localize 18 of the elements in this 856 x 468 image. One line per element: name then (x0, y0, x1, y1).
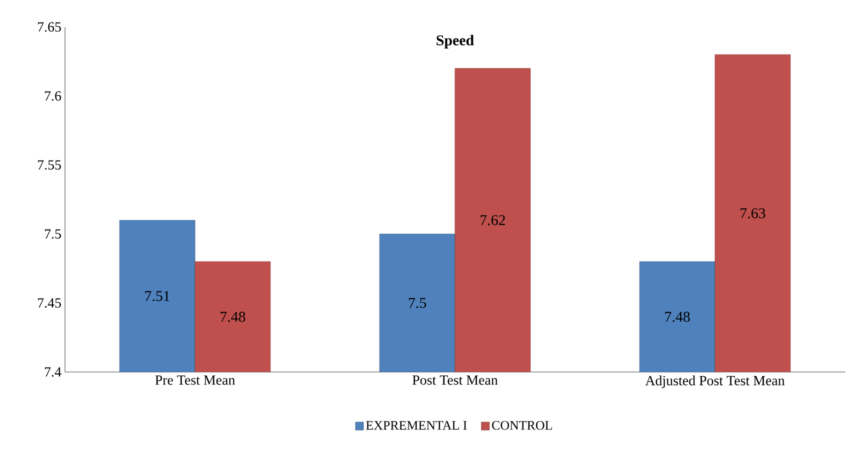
y-tick-label: 7.6 (44, 91, 62, 101)
y-tick-label: 7.55 (38, 160, 61, 170)
y-tick-label: 7.5 (44, 229, 61, 239)
y-tick-label: 7.45 (38, 298, 61, 308)
legend-label: CONTROL (492, 421, 552, 430)
y-tick-label: 7.65 (38, 22, 61, 32)
data-label: 7.51 (145, 291, 170, 302)
y-tick-label: 7.4 (44, 367, 62, 377)
data-label: 7.48 (220, 312, 246, 322)
data-label: 7.5 (408, 298, 426, 308)
data-label: 7.62 (480, 215, 505, 226)
x-tick-label: Post Test Mean (412, 376, 498, 385)
x-tick-label: Pre Test Mean (155, 376, 235, 385)
data-label: 7.48 (665, 312, 690, 322)
x-tick-label: Adjusted Post Test Mean (645, 376, 785, 388)
data-label: 7.63 (740, 208, 766, 218)
legend-label: EXPREMENTAL I (366, 421, 467, 430)
chart-title: Speed (436, 34, 474, 48)
